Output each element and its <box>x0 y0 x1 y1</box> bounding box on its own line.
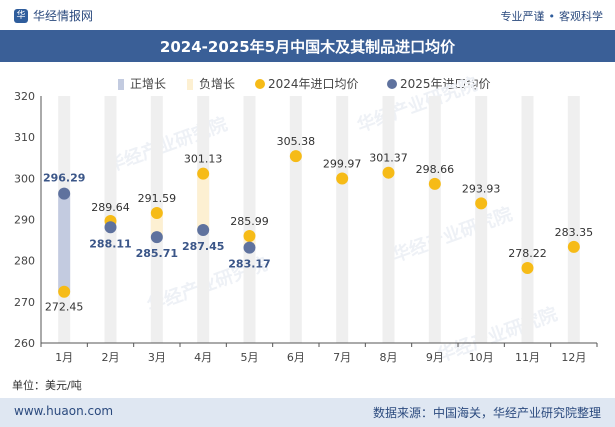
x-tick-label: 6月 <box>287 351 305 364</box>
x-tick-label: 12月 <box>561 351 586 364</box>
point-2024-6 <box>289 150 302 163</box>
x-tick-label: 9月 <box>426 351 444 364</box>
legend-swatch-2 <box>187 79 193 90</box>
point-2025-3 <box>150 231 163 244</box>
point-2025-5 <box>243 241 256 254</box>
point-2024-11 <box>521 261 534 274</box>
chart-svg: 正增长 负增长 2024年进口均价 2025年进口均价 华经产业研究院华经产业研究院华… <box>14 73 598 367</box>
label-2024-12: 283.35 <box>555 226 594 239</box>
data-labels: 272.45 289.64 291.59 301.13 285.99 305.38 299.… <box>43 135 593 314</box>
point-2024-12 <box>567 240 580 253</box>
chart-area: 正增长 负增长 2024年进口均价 2025年进口均价 华经产业研究院 华经产业研究院华… <box>0 62 615 398</box>
growth-bar-4 <box>197 173 210 230</box>
column-5 <box>243 96 256 343</box>
point-2025-1 <box>58 187 71 200</box>
slogan-right: 客观科学 <box>559 10 603 23</box>
column-7 <box>336 96 349 343</box>
label-2024-6: 305.38 <box>277 135 316 148</box>
x-tick-label: 7月 <box>333 351 351 364</box>
point-2024-1 <box>58 285 71 298</box>
y-tick-label: 300 <box>14 172 35 185</box>
separator-dot-icon: • <box>548 10 556 23</box>
x-tick-label: 4月 <box>194 351 212 364</box>
legend-marker-3 <box>255 79 265 89</box>
point-2024-8 <box>382 166 395 179</box>
legend-label-4: 2025年进口均价 <box>400 77 491 91</box>
label-2025-3: 285.71 <box>136 247 178 260</box>
website: www.huaon.com <box>14 404 114 418</box>
column-12 <box>567 96 580 343</box>
watermark-text: 华经产业研究院 <box>389 203 515 267</box>
slogan-left: 专业严谨 <box>500 10 545 23</box>
x-tick-label: 2月 <box>102 351 120 364</box>
label-2025-5: 283.17 <box>228 258 270 271</box>
point-2024-7 <box>336 172 349 185</box>
label-2024-1: 272.45 <box>45 301 84 314</box>
legend-label-1: 正增长 <box>130 77 166 91</box>
point-2025-2 <box>104 221 117 234</box>
legend-marker-4 <box>387 79 397 89</box>
label-2024-9: 298.66 <box>416 163 455 176</box>
y-tick-label: 320 <box>14 90 35 103</box>
legend-label-2: 负增长 <box>199 77 235 91</box>
unit-label: 单位：美元/吨 <box>12 379 82 392</box>
watermark-text: 华经产业研究院 <box>104 113 230 177</box>
chart-legend: 正增长 负增长 2024年进口均价 2025年进口均价 <box>118 77 491 91</box>
chart-title: 2024-2025年5月中国木及其制品进口均价 <box>159 38 456 56</box>
label-2024-4: 301.13 <box>184 153 223 166</box>
label-2024-8: 301.37 <box>369 152 408 165</box>
label-2024-7: 299.97 <box>323 157 362 170</box>
legend-label-3: 2024年进口均价 <box>268 77 359 91</box>
data-source: 数据来源：中国海关，华经产业研究院整理 <box>372 406 601 420</box>
label-2025-4: 287.45 <box>182 240 224 253</box>
chart-axes: 260 270 280 290 300 310 320 1月 2月 3月 4月 5月 6月 7月 8月 9月 1… <box>14 90 598 364</box>
column-10 <box>475 96 488 343</box>
x-tick-label: 8月 <box>380 351 398 364</box>
slogan: 专业严谨 • 客观科学 <box>501 8 604 24</box>
point-2024-4 <box>197 167 210 180</box>
brand-name: 华经情报网 <box>33 9 94 23</box>
y-tick-label: 260 <box>14 337 35 350</box>
label-2024-10: 293.93 <box>462 182 501 195</box>
y-tick-label: 280 <box>14 255 35 268</box>
x-tick-label: 1月 <box>55 351 73 364</box>
growth-bar-1 <box>58 193 71 292</box>
y-tick-label: 290 <box>14 214 35 227</box>
watermark-text: 华经产业研究院 <box>434 303 560 367</box>
column-8 <box>382 96 395 343</box>
column-9 <box>428 96 441 343</box>
data-points <box>58 150 580 298</box>
top-bar: 华 华经情报网 专业严谨 • 客观科学 <box>0 0 615 30</box>
x-tick-label: 11月 <box>515 351 540 364</box>
label-2024-11: 278.22 <box>508 247 547 260</box>
label-2024-2: 289.64 <box>91 201 130 214</box>
footer-bar <box>0 398 615 427</box>
brand: 华 华经情报网 <box>14 7 93 24</box>
point-2025-4 <box>197 223 210 236</box>
growth-bar-3 <box>150 212 163 238</box>
brand-logo-icon: 华 <box>14 8 28 23</box>
title-bar <box>0 30 615 62</box>
column-11 <box>521 96 534 343</box>
legend-swatch-1 <box>118 79 124 90</box>
column-6 <box>289 96 302 343</box>
label-2024-3: 291.59 <box>138 192 177 205</box>
label-2025-2: 288.11 <box>89 237 131 250</box>
watermarks: 华经产业研究院华经产业研究院华经产业研究院华经产业研究院华经产业研究院 <box>104 73 560 367</box>
point-2024-5 <box>243 230 256 243</box>
point-2024-10 <box>475 197 488 210</box>
y-tick-label: 310 <box>14 131 35 144</box>
label-2025-1: 296.29 <box>43 172 85 185</box>
x-tick-label: 3月 <box>148 351 166 364</box>
x-tick-label: 5月 <box>241 351 259 364</box>
point-2024-3 <box>150 206 163 219</box>
y-tick-label: 270 <box>14 296 35 309</box>
label-2024-5: 285.99 <box>230 215 269 228</box>
x-tick-label: 10月 <box>469 351 494 364</box>
point-2024-9 <box>428 177 441 190</box>
